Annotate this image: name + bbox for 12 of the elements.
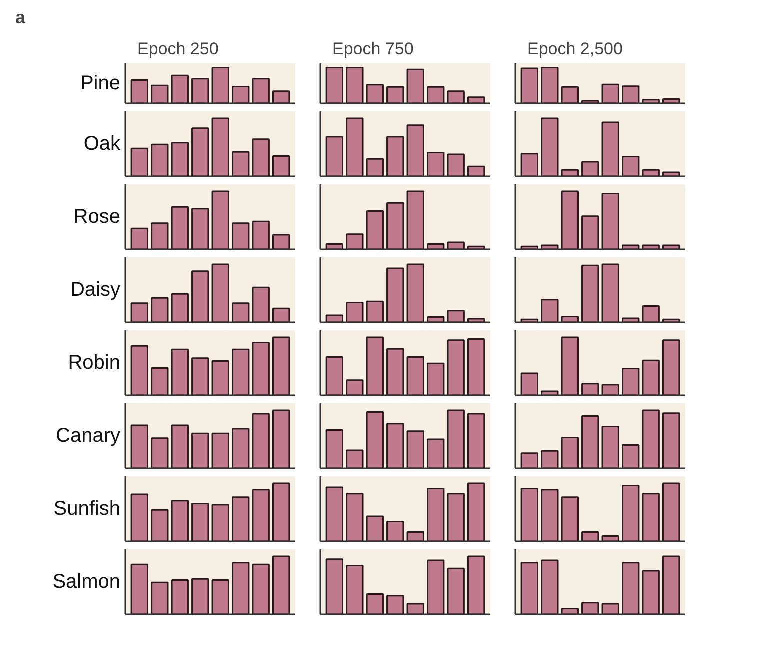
y-axis-title: Pine: [80, 72, 120, 94]
y-axis-title: Oak: [84, 133, 122, 155]
y-axis-title: Robin: [68, 352, 121, 374]
y-axis-title: Canary: [56, 425, 121, 447]
y-axis-title: Salmon: [52, 571, 120, 593]
chart-title: Epoch 250: [138, 40, 219, 58]
y-axis-title: Sunfish: [54, 498, 121, 520]
y-axis-title: Daisy: [70, 279, 121, 301]
chart-title: Epoch 750: [332, 40, 414, 58]
y-axis-title: Rose: [74, 206, 121, 228]
text: a: [16, 8, 26, 28]
chart-title: Epoch 2,500: [528, 40, 623, 58]
